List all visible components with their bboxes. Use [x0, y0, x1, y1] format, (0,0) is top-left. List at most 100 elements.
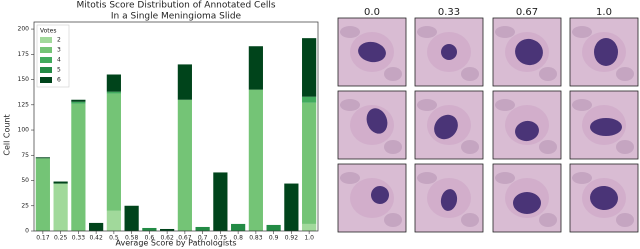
bar-segment [302, 102, 317, 224]
tissue [340, 99, 360, 111]
nucleus [515, 120, 539, 142]
tissue [384, 67, 402, 81]
x-tick-label: 0.7 [198, 235, 208, 242]
tissue [616, 140, 634, 154]
nucleus [371, 186, 389, 204]
bar-segment [266, 224, 281, 231]
y-tick-label: 200 [18, 26, 30, 33]
bar-segment [177, 64, 192, 100]
axes-frame [33, 21, 319, 232]
legend-label: 2 [57, 37, 61, 44]
legend-swatch [40, 77, 52, 83]
tissue [572, 99, 592, 111]
nucleus [590, 118, 622, 136]
bar-segment [89, 222, 104, 231]
nucleus [594, 38, 618, 66]
nucleus [434, 114, 458, 140]
nucleus [366, 108, 388, 134]
bar-segment [106, 93, 121, 211]
legend-label: 3 [57, 47, 61, 54]
bar-segment [35, 158, 50, 231]
bar-segment [106, 210, 121, 231]
y-tick-label: 0 [25, 228, 29, 235]
tissue [572, 172, 592, 184]
bar-segment [302, 223, 317, 231]
bar-segment [284, 183, 299, 231]
tissue [417, 99, 437, 111]
bar-segment [213, 172, 228, 231]
x-tick-label: 0.25 [54, 235, 68, 242]
bar-segment [124, 205, 139, 231]
bar-segment [231, 223, 246, 231]
y-tick-label: 175 [18, 51, 30, 58]
bar-segment [35, 157, 50, 159]
legend-swatch [40, 47, 52, 53]
tissue [495, 99, 515, 111]
nucleus [590, 185, 618, 211]
bar-segment [177, 99, 192, 231]
legend-swatch [40, 57, 52, 63]
x-axis-label: Average Score by Pathologists [115, 239, 236, 248]
legend-label: 4 [57, 57, 61, 64]
x-tick-label: 0.83 [249, 235, 263, 242]
x-tick-label: 0.17 [36, 235, 50, 242]
bar-segment [248, 46, 263, 90]
bar-segment [142, 227, 157, 231]
y-tick-label: 125 [18, 101, 30, 108]
bar-segment [53, 183, 68, 231]
y-tick-label: 25 [21, 202, 29, 209]
legend-box [36, 24, 70, 88]
x-tick-label: 0.67 [178, 235, 192, 242]
tissue [539, 67, 557, 81]
bar-segment [302, 96, 317, 103]
column-header: 0.0 [364, 7, 380, 18]
tissue [461, 67, 479, 81]
y-tick-label: 50 [21, 177, 29, 184]
bar-segment [302, 38, 317, 97]
y-tick-label: 150 [18, 76, 30, 83]
tissue [340, 26, 360, 38]
legend-swatch [40, 67, 52, 73]
nucleus [440, 189, 458, 211]
tissue [417, 172, 437, 184]
x-tick-label: 0.42 [89, 235, 103, 242]
tissue [495, 172, 515, 184]
column-header: 0.67 [516, 7, 538, 18]
x-tick-label: 0.75 [214, 235, 228, 242]
tissue [495, 26, 515, 38]
y-axis-label: Cell Count [3, 114, 12, 155]
column-header: 1.0 [596, 7, 612, 18]
legend-title: Votes [40, 28, 56, 35]
x-tick-label: 0.8 [233, 235, 243, 242]
bar-segment [53, 181, 68, 184]
tissue [572, 26, 592, 38]
tissue [417, 26, 437, 38]
legend-label: 5 [57, 67, 61, 74]
tissue [616, 67, 634, 81]
tissue [461, 213, 479, 227]
bar-segment [106, 91, 121, 94]
y-tick-label: 100 [18, 127, 30, 134]
bar-segment [106, 74, 121, 92]
nucleus [441, 44, 457, 60]
tissue [616, 213, 634, 227]
tissue [384, 140, 402, 154]
x-tick-label: 0.6 [145, 235, 155, 242]
tissue [340, 172, 360, 184]
nucleus [515, 38, 543, 66]
bar-segment [195, 226, 210, 231]
x-tick-label: 0.62 [160, 235, 174, 242]
bar-segment [71, 103, 86, 231]
x-tick-label: 0.5 [109, 235, 119, 242]
bar-segment [160, 228, 175, 231]
bar-segment [71, 101, 86, 104]
x-tick-label: 0.33 [72, 235, 86, 242]
tissue [539, 140, 557, 154]
nucleus [358, 41, 386, 63]
bar-segment [248, 89, 263, 232]
legend-swatch [40, 37, 52, 43]
tissue [461, 140, 479, 154]
legend-label: 6 [57, 77, 61, 84]
chart-title: Mitotis Score Distribution of Annotated … [76, 1, 275, 11]
